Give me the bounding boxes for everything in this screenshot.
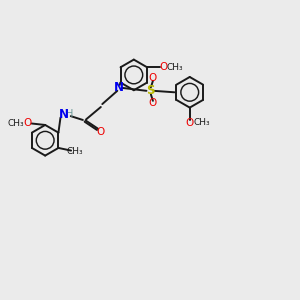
Text: H: H — [66, 110, 74, 119]
Text: CH₃: CH₃ — [194, 118, 210, 127]
Text: CH₃: CH₃ — [8, 119, 24, 128]
Text: N: N — [114, 81, 124, 94]
Text: O: O — [149, 74, 157, 83]
Text: O: O — [23, 118, 32, 128]
Text: S: S — [146, 84, 154, 97]
Text: O: O — [186, 118, 194, 128]
Text: O: O — [96, 127, 105, 137]
Text: CH₃: CH₃ — [66, 147, 83, 156]
Text: N: N — [59, 108, 69, 121]
Text: CH₃: CH₃ — [166, 63, 183, 72]
Text: O: O — [160, 62, 168, 72]
Text: O: O — [149, 98, 157, 108]
